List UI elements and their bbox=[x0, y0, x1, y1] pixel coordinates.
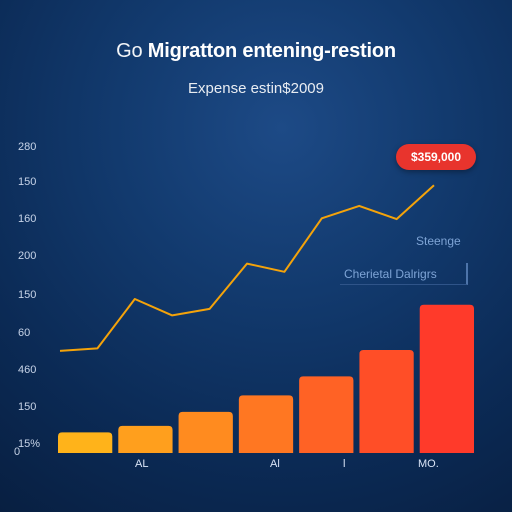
bars-group bbox=[58, 304, 474, 453]
x-tick-label: Al bbox=[270, 458, 280, 470]
y-tick-label: 280 bbox=[18, 141, 37, 153]
y-tick-label: 60 bbox=[18, 327, 31, 339]
bar bbox=[178, 411, 233, 453]
bar bbox=[419, 304, 474, 453]
y-tick-label: 150 bbox=[18, 401, 37, 413]
bar bbox=[58, 432, 113, 453]
chart-subtitle: Expense estin$2009 bbox=[188, 80, 324, 97]
y-tick-label: 0 bbox=[14, 446, 21, 458]
chart-title: Go Migratton entening-restion bbox=[0, 40, 512, 63]
bar bbox=[359, 350, 414, 453]
y-tick-label: 150 bbox=[18, 289, 37, 301]
legend-item: Steenge bbox=[416, 234, 461, 248]
x-tick-label: MO. bbox=[418, 458, 439, 470]
y-tick-label: 15% bbox=[18, 438, 41, 450]
y-tick-label: 460 bbox=[18, 364, 37, 376]
y-tick-label: 200 bbox=[18, 250, 37, 262]
bar bbox=[299, 376, 354, 453]
title-main: Migratton entening-restion bbox=[147, 40, 396, 62]
title-prefix: Go bbox=[116, 40, 143, 62]
legend-item: Cherietal Dalrigrs bbox=[340, 263, 468, 285]
y-tick-label: 160 bbox=[18, 213, 37, 225]
bar bbox=[118, 425, 173, 453]
value-callout: $359,000 bbox=[396, 144, 476, 170]
bar bbox=[238, 395, 294, 453]
trend-line bbox=[59, 184, 435, 352]
x-tick-label: l bbox=[343, 458, 346, 470]
y-tick-label: 150 bbox=[18, 176, 37, 188]
x-tick-label: AL bbox=[135, 458, 149, 470]
